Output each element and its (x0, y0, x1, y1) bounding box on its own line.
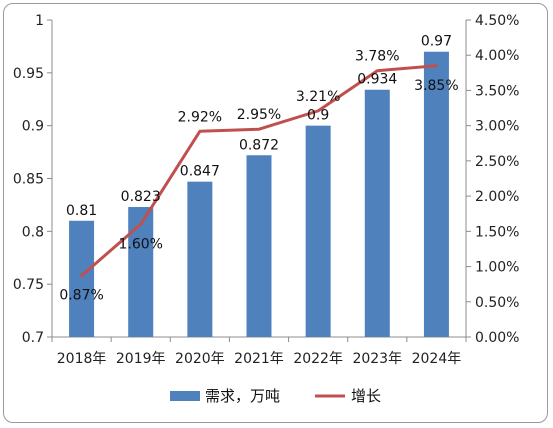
line-data-label: 2.92% (178, 109, 222, 125)
right-tick-label: 2.00% (475, 189, 519, 205)
line-data-label: 3.78% (355, 49, 399, 65)
x-tick-label: 2023年 (352, 351, 402, 367)
left-tick-label: 0.7 (22, 330, 44, 346)
bar-series (69, 51, 449, 338)
bar (305, 125, 331, 338)
x-tick-label: 2022年 (293, 351, 343, 367)
legend-line-label: 增长 (351, 387, 381, 405)
line-data-label: 0.87% (59, 288, 103, 304)
line-data-label: 3.21% (296, 89, 340, 105)
bar-data-label: 0.97 (421, 34, 452, 50)
left-tick-label: 1 (35, 13, 44, 29)
bar (364, 89, 390, 338)
legend-bar-label: 需求，万吨 (205, 387, 280, 405)
left-y-axis: 0.7 0.75 0.8 0.85 0.9 0.95 1 (13, 13, 53, 346)
bar-data-label: 0.847 (180, 164, 220, 180)
bar (128, 207, 154, 337)
right-tick-label: 1.00% (475, 260, 519, 276)
right-tick-label: 2.50% (475, 154, 519, 170)
right-tick-label: 1.50% (475, 224, 519, 240)
bar-data-label: 0.9 (307, 108, 329, 124)
x-tick-label: 2024年 (412, 351, 462, 367)
chart-frame (3, 3, 548, 423)
left-tick-label: 0.95 (13, 66, 44, 82)
bar-data-label: 0.872 (239, 137, 279, 153)
right-tick-label: 4.50% (475, 13, 519, 29)
right-tick-label: 0.00% (475, 330, 519, 346)
right-tick-label: 4.00% (475, 48, 519, 64)
x-tick-label: 2018年 (57, 351, 107, 367)
line-data-label: 3.85% (414, 78, 458, 94)
bar (187, 181, 213, 337)
line-data-label: 2.95% (237, 107, 281, 123)
x-tick-label: 2021年 (234, 351, 284, 367)
x-tick-label: 2020年 (175, 351, 225, 367)
right-tick-label: 0.50% (475, 295, 519, 311)
legend-bar-swatch (170, 391, 200, 401)
bar (246, 155, 272, 337)
x-tick-label: 2019年 (116, 351, 166, 367)
line-data-label: 1.60% (118, 236, 162, 252)
data-labels: 0.81 0.823 0.847 0.872 0.9 0.934 0.97 0.87% 1.60… (59, 34, 458, 304)
bar-data-label: 0.934 (357, 72, 397, 88)
legend: 需求，万吨 增长 (170, 387, 381, 405)
left-tick-label: 0.8 (22, 224, 44, 240)
left-tick-label: 0.75 (13, 277, 44, 293)
line-series (80, 64, 438, 278)
right-tick-label: 3.00% (475, 119, 519, 135)
bar-data-label: 0.81 (66, 203, 97, 219)
bar (69, 220, 95, 337)
left-tick-label: 0.85 (13, 172, 44, 188)
x-axis: 2018年 2019年 2020年 2021年 2022年 2023年 2024年 (51, 336, 467, 367)
left-tick-label: 0.9 (22, 119, 44, 135)
right-y-axis: 0.00% 0.50% 1.00% 1.50% 2.00% 2.50% 3.00% 3.50%… (465, 13, 519, 346)
right-tick-label: 3.50% (475, 83, 519, 99)
bar (423, 51, 449, 337)
bar-data-label: 0.823 (121, 189, 161, 205)
